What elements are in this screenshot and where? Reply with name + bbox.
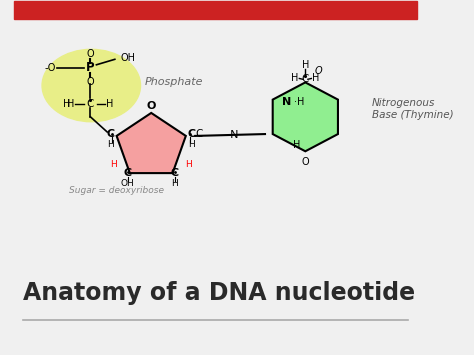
Text: H: H xyxy=(291,73,298,83)
Text: C: C xyxy=(301,74,309,84)
Text: O: O xyxy=(87,77,94,87)
Text: P: P xyxy=(86,61,95,75)
Text: H: H xyxy=(110,160,117,169)
Text: H: H xyxy=(312,73,320,83)
Text: O: O xyxy=(301,157,309,167)
Text: H: H xyxy=(107,140,114,149)
Text: C: C xyxy=(195,129,202,139)
Text: H: H xyxy=(172,179,178,188)
Polygon shape xyxy=(273,82,338,151)
Text: C: C xyxy=(107,129,115,139)
Text: H: H xyxy=(67,99,74,109)
Text: Phosphate: Phosphate xyxy=(145,77,203,87)
Text: C: C xyxy=(124,168,132,178)
Text: O: O xyxy=(146,101,156,111)
Bar xyxy=(14,1,417,19)
Text: C: C xyxy=(171,168,179,178)
Text: H: H xyxy=(63,99,70,109)
Text: Sugar = deoxyribose: Sugar = deoxyribose xyxy=(70,186,164,195)
Text: O: O xyxy=(314,66,322,76)
Text: H: H xyxy=(189,140,195,149)
Text: H: H xyxy=(107,99,114,109)
Ellipse shape xyxy=(42,49,140,122)
Text: H: H xyxy=(293,141,301,151)
Text: Nitrogenous
Base (Thymine): Nitrogenous Base (Thymine) xyxy=(372,98,453,120)
Text: -O: -O xyxy=(45,63,56,73)
Text: C: C xyxy=(87,99,94,109)
Text: ·H: ·H xyxy=(294,97,304,106)
Text: OH: OH xyxy=(120,53,136,63)
Text: O: O xyxy=(87,49,94,59)
Text: H: H xyxy=(185,160,192,169)
Text: OH: OH xyxy=(121,179,135,188)
Text: Anatomy of a DNA nucleotide: Anatomy of a DNA nucleotide xyxy=(23,281,415,305)
Text: —N: —N xyxy=(219,130,239,140)
Text: N: N xyxy=(282,97,292,106)
Text: H: H xyxy=(301,60,309,70)
Text: C: C xyxy=(188,129,196,139)
Polygon shape xyxy=(117,113,186,173)
